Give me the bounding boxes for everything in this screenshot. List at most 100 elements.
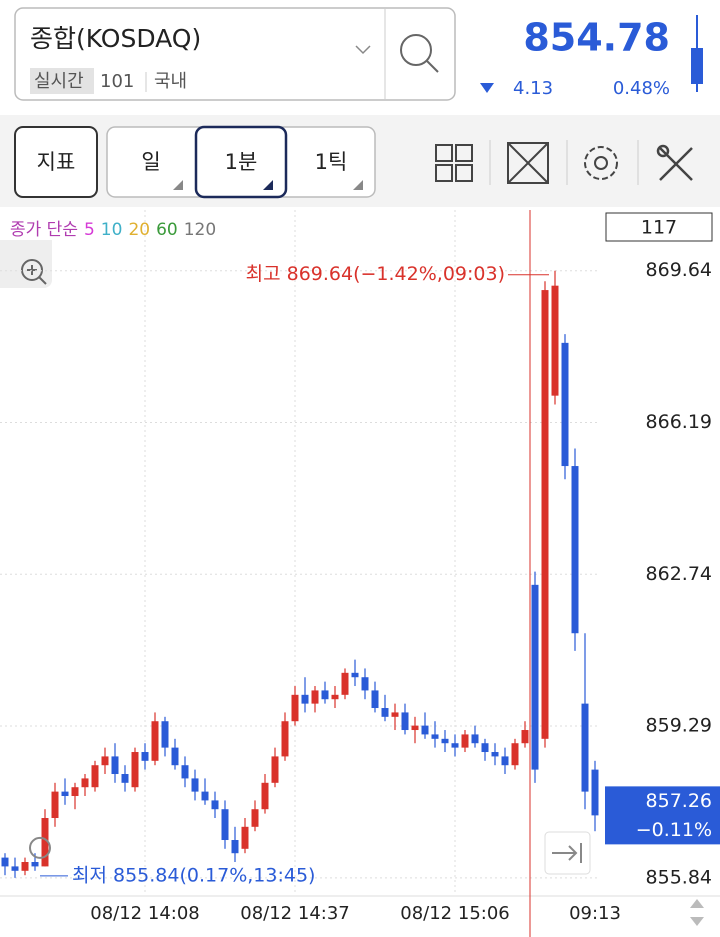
candle-body xyxy=(401,712,409,731)
period-menu-mark xyxy=(353,180,363,190)
candle-body xyxy=(91,765,99,788)
candle-body xyxy=(261,782,269,810)
code: 101 xyxy=(100,71,134,92)
candle-body xyxy=(421,725,429,735)
price: 854.78 xyxy=(523,16,670,60)
y-tick-label: 866.19 xyxy=(646,411,712,433)
settings-icon[interactable] xyxy=(584,146,618,180)
candle-body xyxy=(41,818,49,867)
dropdown-arrow[interactable] xyxy=(355,45,371,55)
legend-entry: 20 xyxy=(128,220,150,240)
count: 117 xyxy=(641,217,677,239)
candle-body xyxy=(151,721,159,761)
candle-body xyxy=(211,800,219,810)
candle-body xyxy=(251,809,259,827)
tools-icon[interactable] xyxy=(656,144,693,181)
search-button[interactable] xyxy=(400,34,439,73)
candle-body xyxy=(531,584,539,770)
periods: 일 1분 1틱 xyxy=(141,125,363,199)
candle-body xyxy=(591,769,599,816)
period-label: 일 xyxy=(141,150,160,174)
candle-body xyxy=(271,756,279,783)
candle-body xyxy=(241,826,249,849)
y-tick-label: 855.84 xyxy=(646,866,712,888)
period-label: 1틱 xyxy=(315,150,348,174)
candle-body xyxy=(451,743,459,748)
period-menu-mark xyxy=(263,180,273,190)
candle-body xyxy=(481,743,489,753)
candle-body xyxy=(371,690,379,709)
period-selected[interactable] xyxy=(194,125,288,199)
y-tick-label: 859.29 xyxy=(646,715,712,737)
scroll-arrows[interactable] xyxy=(690,899,704,926)
legend-title: 종가 단순 xyxy=(10,220,78,240)
candle-body xyxy=(231,840,239,854)
legend-entry: 5 xyxy=(84,220,95,240)
candle-body xyxy=(201,791,209,801)
indicator-button[interactable] xyxy=(14,126,98,198)
candle-body xyxy=(301,694,309,704)
candle-body xyxy=(281,721,289,757)
zoom-icon[interactable] xyxy=(21,259,47,285)
legend-entry: 60 xyxy=(156,220,178,240)
candle-icon xyxy=(691,15,703,92)
candle-body xyxy=(61,791,69,797)
y-tick-label: 862.74 xyxy=(646,563,712,585)
expand-icon[interactable] xyxy=(507,142,549,184)
legend-entry: 120 xyxy=(184,220,216,240)
candle-body xyxy=(351,672,359,678)
candle-body xyxy=(161,721,169,748)
candle-body xyxy=(31,862,39,867)
x-tick-label: 08/12 14:37 xyxy=(240,903,349,924)
count-box xyxy=(605,212,713,242)
last-value: 857.26 xyxy=(646,790,712,812)
candle-body xyxy=(491,752,499,757)
candle-body xyxy=(1,857,9,867)
candle-body xyxy=(171,747,179,766)
symbol-box[interactable] xyxy=(14,7,456,101)
candle-body xyxy=(411,725,419,731)
candle-body xyxy=(461,734,469,748)
period-menu-mark xyxy=(173,180,183,190)
candle-body xyxy=(311,690,319,704)
scroll-end-button[interactable] xyxy=(544,831,591,875)
candle-body xyxy=(331,694,339,700)
candle-body xyxy=(521,730,529,744)
candle-body xyxy=(121,774,129,783)
candle-body xyxy=(181,765,189,779)
candle-body xyxy=(191,778,199,792)
candle-body xyxy=(541,290,549,739)
y-tick-label: 869.64 xyxy=(646,259,712,281)
candle-body xyxy=(431,734,439,739)
status-bg xyxy=(30,68,94,94)
candle-body xyxy=(551,285,559,396)
candle-body xyxy=(471,734,479,744)
candle-body xyxy=(561,342,569,467)
market: 국내 xyxy=(154,71,187,92)
candle-body xyxy=(101,756,109,766)
candle-body xyxy=(321,690,329,700)
change-rate: 0.48% xyxy=(613,78,670,99)
candle-body xyxy=(501,756,509,766)
candle-body xyxy=(111,756,119,775)
candle-body xyxy=(291,694,299,722)
down-arrow xyxy=(480,83,494,93)
status: 실시간 xyxy=(34,71,84,92)
candle-body xyxy=(141,752,149,761)
candle-body xyxy=(361,677,369,691)
candle-body xyxy=(71,787,79,797)
candle-body xyxy=(81,778,89,788)
candle-body xyxy=(21,862,29,871)
candle-body xyxy=(571,466,579,634)
symbol-name: 종합(KOSDAQ) xyxy=(30,24,201,53)
legend-entry: 10 xyxy=(101,220,123,240)
candle-body xyxy=(11,866,19,871)
candle-body xyxy=(341,672,349,695)
candle-body xyxy=(51,791,59,819)
x-tick-label: 08/12 14:08 xyxy=(90,903,199,924)
low-marker xyxy=(29,836,51,859)
candle-body xyxy=(221,809,229,841)
layout-icon[interactable] xyxy=(435,144,473,182)
